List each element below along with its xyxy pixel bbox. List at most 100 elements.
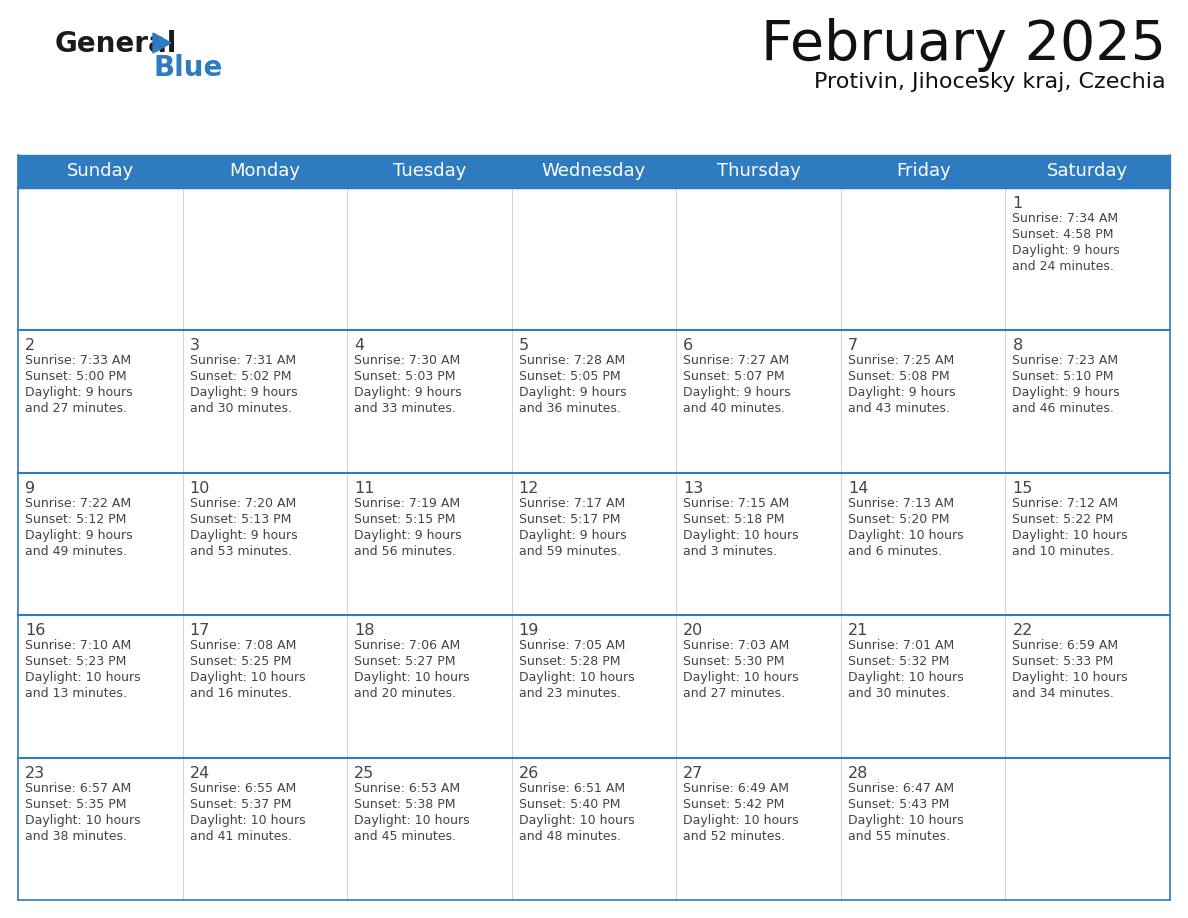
Text: Sunrise: 7:01 AM: Sunrise: 7:01 AM <box>848 639 954 652</box>
Text: and 27 minutes.: and 27 minutes. <box>683 688 785 700</box>
Text: Sunrise: 6:51 AM: Sunrise: 6:51 AM <box>519 781 625 795</box>
Text: 18: 18 <box>354 623 374 638</box>
Text: and 40 minutes.: and 40 minutes. <box>683 402 785 416</box>
Text: Thursday: Thursday <box>716 162 801 181</box>
Text: Daylight: 10 hours: Daylight: 10 hours <box>354 671 469 684</box>
Text: 6: 6 <box>683 339 694 353</box>
Text: Daylight: 10 hours: Daylight: 10 hours <box>25 671 140 684</box>
Text: Sunset: 5:00 PM: Sunset: 5:00 PM <box>25 370 127 384</box>
Text: 3: 3 <box>190 339 200 353</box>
Text: Daylight: 10 hours: Daylight: 10 hours <box>519 813 634 826</box>
Text: Daylight: 9 hours: Daylight: 9 hours <box>190 386 297 399</box>
Text: Sunset: 5:08 PM: Sunset: 5:08 PM <box>848 370 949 384</box>
Text: Sunrise: 7:23 AM: Sunrise: 7:23 AM <box>1012 354 1119 367</box>
Text: 25: 25 <box>354 766 374 780</box>
Text: 19: 19 <box>519 623 539 638</box>
Text: 10: 10 <box>190 481 210 496</box>
Text: Sunrise: 7:15 AM: Sunrise: 7:15 AM <box>683 497 790 509</box>
Text: Sunset: 5:12 PM: Sunset: 5:12 PM <box>25 513 126 526</box>
Text: Wednesday: Wednesday <box>542 162 646 181</box>
Text: and 41 minutes.: and 41 minutes. <box>190 830 291 843</box>
Text: Sunrise: 6:53 AM: Sunrise: 6:53 AM <box>354 781 460 795</box>
Text: 21: 21 <box>848 623 868 638</box>
Text: and 6 minutes.: and 6 minutes. <box>848 544 942 558</box>
Text: Daylight: 10 hours: Daylight: 10 hours <box>190 813 305 826</box>
Text: Monday: Monday <box>229 162 301 181</box>
Text: Sunrise: 7:31 AM: Sunrise: 7:31 AM <box>190 354 296 367</box>
Text: Blue: Blue <box>153 54 222 82</box>
Text: Daylight: 10 hours: Daylight: 10 hours <box>848 529 963 542</box>
Text: and 49 minutes.: and 49 minutes. <box>25 544 127 558</box>
Text: Daylight: 9 hours: Daylight: 9 hours <box>519 386 626 399</box>
Text: Sunrise: 7:22 AM: Sunrise: 7:22 AM <box>25 497 131 509</box>
Text: and 59 minutes.: and 59 minutes. <box>519 544 620 558</box>
Text: General: General <box>55 30 177 58</box>
Text: and 16 minutes.: and 16 minutes. <box>190 688 291 700</box>
Text: Daylight: 9 hours: Daylight: 9 hours <box>1012 386 1120 399</box>
Text: and 20 minutes.: and 20 minutes. <box>354 688 456 700</box>
Text: Saturday: Saturday <box>1047 162 1129 181</box>
Text: and 33 minutes.: and 33 minutes. <box>354 402 456 416</box>
Text: Sunrise: 7:19 AM: Sunrise: 7:19 AM <box>354 497 460 509</box>
Text: and 30 minutes.: and 30 minutes. <box>190 402 291 416</box>
Text: and 43 minutes.: and 43 minutes. <box>848 402 949 416</box>
Text: Daylight: 9 hours: Daylight: 9 hours <box>519 529 626 542</box>
Text: February 2025: February 2025 <box>762 18 1165 72</box>
Text: and 30 minutes.: and 30 minutes. <box>848 688 950 700</box>
Text: and 45 minutes.: and 45 minutes. <box>354 830 456 843</box>
Text: Sunrise: 7:27 AM: Sunrise: 7:27 AM <box>683 354 790 367</box>
Text: and 53 minutes.: and 53 minutes. <box>190 544 291 558</box>
Text: Tuesday: Tuesday <box>393 162 466 181</box>
Text: 16: 16 <box>25 623 45 638</box>
Text: Daylight: 9 hours: Daylight: 9 hours <box>1012 244 1120 257</box>
Text: and 52 minutes.: and 52 minutes. <box>683 830 785 843</box>
Text: Sunrise: 7:03 AM: Sunrise: 7:03 AM <box>683 639 790 652</box>
Text: and 34 minutes.: and 34 minutes. <box>1012 688 1114 700</box>
Text: Sunset: 5:27 PM: Sunset: 5:27 PM <box>354 655 456 668</box>
Text: 1: 1 <box>1012 196 1023 211</box>
Text: Protivin, Jihocesky kraj, Czechia: Protivin, Jihocesky kraj, Czechia <box>815 72 1165 92</box>
Text: Sunset: 5:33 PM: Sunset: 5:33 PM <box>1012 655 1114 668</box>
Text: Sunset: 5:22 PM: Sunset: 5:22 PM <box>1012 513 1114 526</box>
Text: and 38 minutes.: and 38 minutes. <box>25 830 127 843</box>
Text: Daylight: 9 hours: Daylight: 9 hours <box>683 386 791 399</box>
Text: Sunset: 5:35 PM: Sunset: 5:35 PM <box>25 798 126 811</box>
Text: Daylight: 9 hours: Daylight: 9 hours <box>354 386 462 399</box>
Text: Sunrise: 7:12 AM: Sunrise: 7:12 AM <box>1012 497 1119 509</box>
Text: Friday: Friday <box>896 162 950 181</box>
Text: Daylight: 10 hours: Daylight: 10 hours <box>354 813 469 826</box>
Text: Sunrise: 7:25 AM: Sunrise: 7:25 AM <box>848 354 954 367</box>
Text: and 24 minutes.: and 24 minutes. <box>1012 260 1114 273</box>
Text: Sunset: 5:13 PM: Sunset: 5:13 PM <box>190 513 291 526</box>
Text: and 23 minutes.: and 23 minutes. <box>519 688 620 700</box>
Text: 14: 14 <box>848 481 868 496</box>
Text: and 27 minutes.: and 27 minutes. <box>25 402 127 416</box>
Text: Daylight: 9 hours: Daylight: 9 hours <box>848 386 955 399</box>
Text: Sunset: 5:15 PM: Sunset: 5:15 PM <box>354 513 456 526</box>
Text: Daylight: 10 hours: Daylight: 10 hours <box>1012 529 1129 542</box>
Text: 8: 8 <box>1012 339 1023 353</box>
Text: Sunrise: 7:08 AM: Sunrise: 7:08 AM <box>190 639 296 652</box>
Bar <box>18 155 1170 188</box>
Text: Sunset: 5:23 PM: Sunset: 5:23 PM <box>25 655 126 668</box>
Text: Sunset: 5:03 PM: Sunset: 5:03 PM <box>354 370 456 384</box>
Text: Sunset: 5:32 PM: Sunset: 5:32 PM <box>848 655 949 668</box>
Text: Sunrise: 7:34 AM: Sunrise: 7:34 AM <box>1012 212 1119 225</box>
Text: Sunset: 4:58 PM: Sunset: 4:58 PM <box>1012 228 1114 241</box>
Text: Daylight: 9 hours: Daylight: 9 hours <box>25 386 133 399</box>
Text: 9: 9 <box>25 481 36 496</box>
Polygon shape <box>153 33 171 53</box>
Text: Sunrise: 7:05 AM: Sunrise: 7:05 AM <box>519 639 625 652</box>
Text: Sunset: 5:02 PM: Sunset: 5:02 PM <box>190 370 291 384</box>
Text: Daylight: 10 hours: Daylight: 10 hours <box>683 671 798 684</box>
Text: 15: 15 <box>1012 481 1032 496</box>
Text: Sunset: 5:07 PM: Sunset: 5:07 PM <box>683 370 785 384</box>
Text: 24: 24 <box>190 766 210 780</box>
Text: Sunset: 5:37 PM: Sunset: 5:37 PM <box>190 798 291 811</box>
Text: Sunset: 5:30 PM: Sunset: 5:30 PM <box>683 655 785 668</box>
Text: and 48 minutes.: and 48 minutes. <box>519 830 620 843</box>
Text: and 36 minutes.: and 36 minutes. <box>519 402 620 416</box>
Text: Sunrise: 7:13 AM: Sunrise: 7:13 AM <box>848 497 954 509</box>
Text: 28: 28 <box>848 766 868 780</box>
Text: 13: 13 <box>683 481 703 496</box>
